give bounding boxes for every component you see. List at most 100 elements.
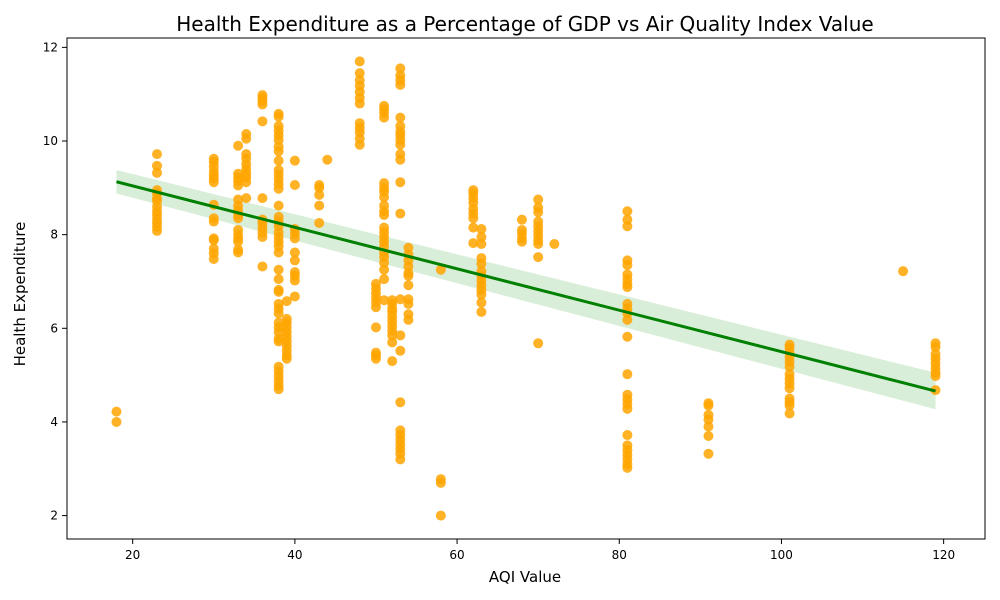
confidence-band-layer bbox=[116, 170, 936, 410]
data-point bbox=[208, 254, 219, 265]
data-point bbox=[152, 225, 163, 236]
data-point bbox=[549, 239, 560, 250]
y-tick-label: 2 bbox=[50, 509, 58, 523]
x-tick-label: 20 bbox=[125, 548, 140, 562]
data-point bbox=[379, 209, 390, 220]
data-point bbox=[898, 266, 909, 277]
data-point bbox=[468, 222, 479, 233]
data-point bbox=[233, 236, 244, 247]
data-point bbox=[354, 98, 365, 109]
chart-title: Health Expenditure as a Percentage of GD… bbox=[176, 12, 873, 36]
data-point bbox=[370, 322, 381, 333]
data-point bbox=[208, 216, 219, 227]
data-point bbox=[435, 510, 446, 521]
data-point bbox=[152, 167, 163, 178]
data-point bbox=[111, 406, 122, 417]
data-point bbox=[379, 192, 390, 203]
y-tick-label: 6 bbox=[50, 321, 58, 335]
data-point bbox=[703, 400, 714, 411]
data-point bbox=[379, 295, 390, 306]
axes-layer bbox=[66, 37, 986, 540]
y-tick-label: 8 bbox=[50, 228, 58, 242]
data-point bbox=[354, 68, 365, 79]
data-point bbox=[476, 224, 487, 235]
data-point bbox=[435, 264, 446, 275]
data-point bbox=[273, 274, 284, 285]
data-point bbox=[379, 264, 390, 275]
data-point bbox=[395, 79, 406, 90]
data-point bbox=[354, 139, 365, 150]
data-point bbox=[533, 252, 544, 263]
y-tick-label: 12 bbox=[43, 40, 58, 54]
data-point bbox=[703, 448, 714, 459]
data-point bbox=[395, 397, 406, 408]
data-point bbox=[784, 400, 795, 411]
y-tick-label: 10 bbox=[43, 134, 58, 148]
data-point bbox=[435, 477, 446, 488]
data-point bbox=[370, 353, 381, 364]
data-point bbox=[622, 314, 633, 325]
data-point bbox=[622, 331, 633, 342]
data-point bbox=[622, 221, 633, 232]
data-point bbox=[533, 239, 544, 250]
x-tick-label: 60 bbox=[449, 548, 464, 562]
data-point bbox=[395, 330, 406, 341]
data-point bbox=[533, 338, 544, 349]
x-tick-label: 100 bbox=[770, 548, 793, 562]
data-point bbox=[273, 146, 284, 157]
data-point bbox=[622, 369, 633, 380]
data-point bbox=[233, 140, 244, 151]
data-point bbox=[395, 208, 406, 219]
data-point bbox=[395, 112, 406, 123]
data-point bbox=[241, 133, 252, 144]
data-point bbox=[930, 342, 941, 353]
data-point bbox=[208, 235, 219, 246]
data-point bbox=[281, 353, 292, 364]
trend-line-layer bbox=[116, 180, 936, 393]
data-point bbox=[370, 302, 381, 313]
data-point bbox=[233, 247, 244, 258]
data-point bbox=[273, 384, 284, 395]
data-point bbox=[516, 236, 527, 247]
data-point bbox=[703, 421, 714, 432]
data-point bbox=[476, 306, 487, 317]
data-point bbox=[476, 239, 487, 250]
x-tick-label: 120 bbox=[932, 548, 955, 562]
data-point bbox=[784, 408, 795, 419]
data-point bbox=[273, 336, 284, 347]
data-point bbox=[784, 361, 795, 372]
data-point bbox=[257, 116, 268, 127]
data-point bbox=[533, 207, 544, 218]
data-point bbox=[314, 200, 325, 211]
data-point bbox=[395, 177, 406, 188]
data-point bbox=[930, 371, 941, 382]
data-point bbox=[289, 255, 300, 266]
data-point bbox=[111, 416, 122, 427]
data-point bbox=[233, 213, 244, 224]
data-point bbox=[468, 213, 479, 224]
data-point bbox=[622, 206, 633, 217]
data-point bbox=[379, 274, 390, 285]
x-axis-label: AQI Value bbox=[489, 568, 561, 586]
data-point bbox=[395, 345, 406, 356]
data-point bbox=[322, 154, 333, 165]
data-point bbox=[403, 280, 414, 291]
data-point bbox=[289, 155, 300, 166]
data-point bbox=[784, 383, 795, 394]
data-point bbox=[395, 63, 406, 74]
data-point bbox=[476, 297, 487, 308]
data-point bbox=[395, 139, 406, 150]
data-point bbox=[257, 231, 268, 242]
data-point bbox=[289, 275, 300, 286]
data-point bbox=[516, 214, 527, 225]
data-point bbox=[533, 194, 544, 205]
data-point bbox=[403, 314, 414, 325]
data-point bbox=[314, 189, 325, 200]
y-tick-label: 4 bbox=[50, 415, 58, 429]
data-point bbox=[395, 294, 406, 305]
y-axis-label: Health Expenditure bbox=[11, 222, 29, 367]
data-point bbox=[476, 289, 487, 300]
data-point bbox=[273, 183, 284, 194]
data-point bbox=[395, 454, 406, 465]
data-point bbox=[273, 308, 284, 319]
